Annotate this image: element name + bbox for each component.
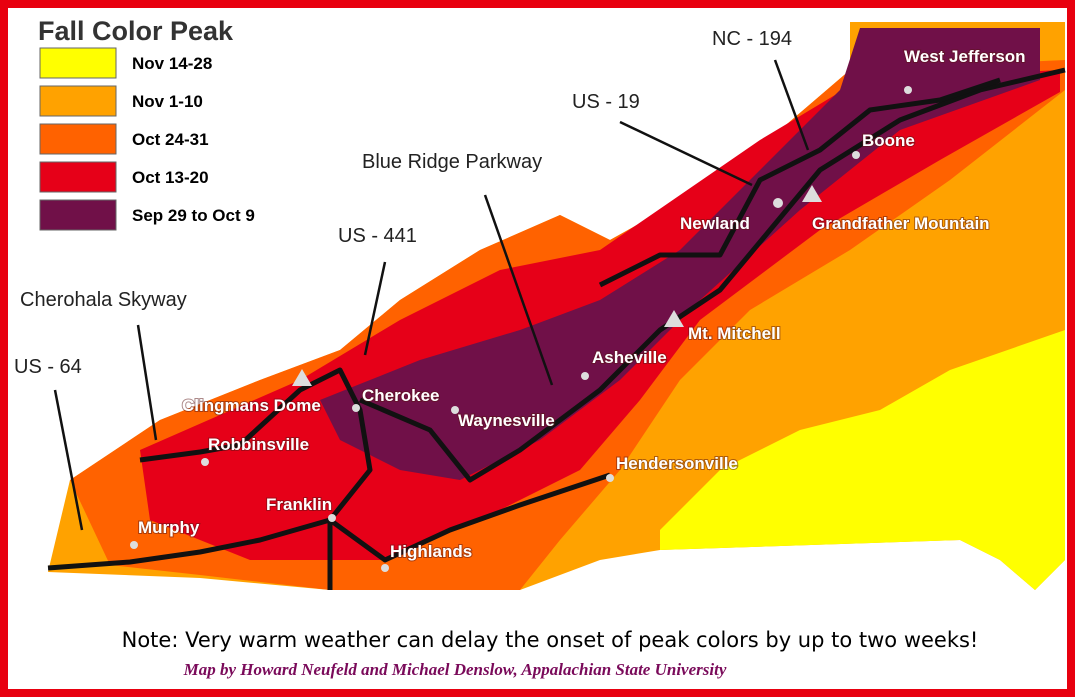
legend: Fall Color Peak Nov 14-28 Nov 1-10 Oct 24-…	[38, 16, 255, 231]
credit: Map by Howard Neufeld and Michael Denslo…	[183, 660, 727, 679]
road-line	[598, 77, 1001, 288]
arrows	[53, 59, 810, 531]
region	[660, 330, 1065, 590]
place-label: Franklin	[266, 495, 332, 514]
arrow	[363, 261, 387, 356]
place-label: Clingmans Dome	[182, 396, 321, 415]
note: Note: Very warm weather can delay the on…	[122, 628, 979, 652]
place-label: Asheville	[592, 348, 667, 367]
legend-label: Sep 29 to Oct 9	[132, 206, 255, 225]
town-dot	[381, 564, 389, 572]
arrow	[136, 324, 158, 441]
place-label: Boone	[862, 131, 915, 150]
road-label: Cherohala Skyway	[20, 289, 187, 311]
road-label: NC - 194	[712, 28, 792, 50]
road-label: US - 64	[14, 356, 82, 378]
place-label: Grandfather Mountain	[812, 214, 990, 233]
town-dot	[201, 458, 209, 466]
legend-swatch	[39, 161, 117, 193]
legend-swatch	[39, 123, 117, 155]
road-label: US - 441	[338, 225, 417, 247]
legend-label: Oct 24-31	[132, 130, 209, 149]
arrow	[483, 194, 554, 386]
legend-label: Nov 1-10	[132, 92, 203, 111]
road-labels: NC - 194 US - 19 Blue Ridge Parkway US -…	[14, 28, 792, 378]
map	[47, 22, 1066, 590]
place-label: Mt. Mitchell	[688, 324, 781, 343]
legend-label: Oct 13-20	[132, 168, 209, 187]
markers	[130, 86, 912, 572]
place-label: Murphy	[138, 518, 200, 537]
town-dot	[451, 406, 459, 414]
place-label: Cherokee	[362, 386, 439, 405]
town-dot	[130, 541, 138, 549]
peak	[664, 310, 684, 327]
arrow	[773, 59, 810, 151]
place-label: Newland	[680, 214, 750, 233]
place-label: Hendersonville	[616, 454, 738, 473]
peak	[292, 369, 312, 386]
place-label: West Jefferson	[904, 47, 1026, 66]
road-label: US - 19	[572, 91, 640, 113]
place-labels: West Jefferson Boone Newland Grandfather…	[137, 46, 1027, 562]
arrow	[53, 389, 84, 531]
town-dot	[352, 404, 360, 412]
legend-swatch	[39, 85, 117, 117]
peak	[802, 185, 822, 202]
town-dot	[606, 474, 614, 482]
place-label: Highlands	[390, 542, 472, 561]
town-dot	[773, 198, 783, 208]
legend-title: Fall Color Peak	[38, 16, 234, 46]
town-dot	[904, 86, 912, 94]
roads	[47, 67, 1066, 590]
place-label: Robbinsville	[208, 435, 309, 454]
legend-label: Nov 14-28	[132, 54, 212, 73]
town-dot	[328, 514, 336, 522]
legend-swatch	[39, 199, 117, 231]
town-dot	[852, 151, 860, 159]
arrow	[619, 120, 753, 187]
road-label: Blue Ridge Parkway	[362, 151, 542, 173]
town-dot	[581, 372, 589, 380]
legend-swatch	[39, 47, 117, 79]
place-label: Waynesville	[458, 411, 555, 430]
road-line	[359, 67, 1066, 483]
road-line	[139, 367, 373, 590]
